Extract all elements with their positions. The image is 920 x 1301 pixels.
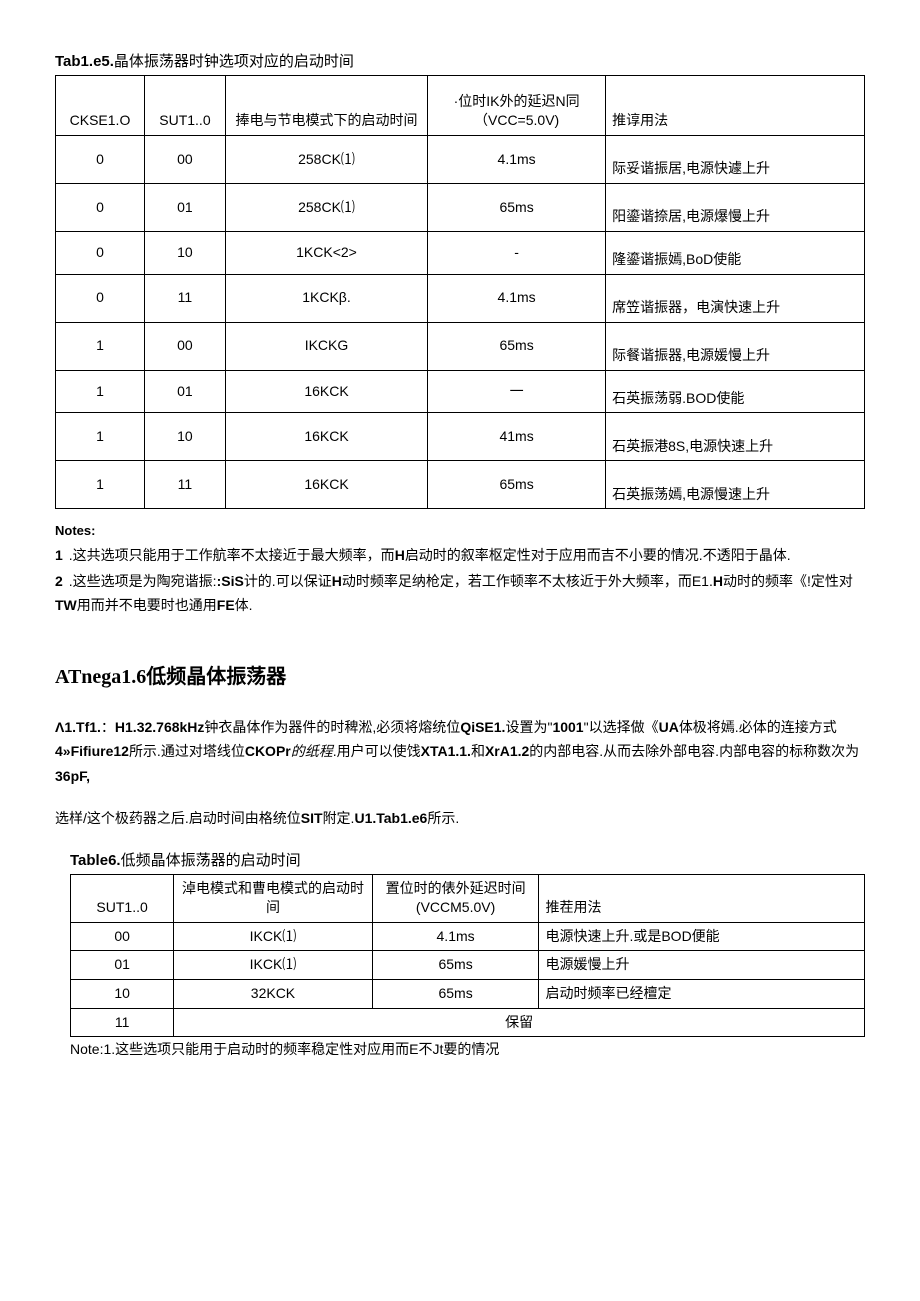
table-cell-ckse: 1 <box>56 322 145 370</box>
table-cell-startup: 1KCK<2> <box>225 232 427 275</box>
table-cell-ckse: 0 <box>56 136 145 184</box>
table6: SUT1..0 淖电模式和曹电模式的启动时间 置位时的俵外延迟时间(VCCM5.… <box>70 874 865 1038</box>
table-cell-rec: 席笠谐振器，电演快速上升 <box>606 274 865 322</box>
section-heading: ATnega1.6低频晶体振荡器 <box>55 660 865 689</box>
table-cell-delay: 65ms <box>428 322 606 370</box>
table-cell-rec: 启动时频率已经檀定 <box>539 979 865 1008</box>
table-cell-reserved: 保留 <box>174 1008 865 1037</box>
table-cell-rec: 隆鎏谐振嫣,BoD使能 <box>606 232 865 275</box>
table5: CKSE1.O SUT1..0 捧电与节电模式下的启动时间 ·位时IK外的延迟N… <box>55 75 865 509</box>
table-cell-delay: 65ms <box>372 951 539 980</box>
table-cell-rec: 石英振荡弱.BOD使能 <box>606 370 865 413</box>
table-cell-delay: 65ms <box>372 979 539 1008</box>
table5-header-3: ·位时IK外的延迟N同（VCC=5.0V) <box>428 76 606 136</box>
table-cell-startup: IKCK⑴ <box>174 951 373 980</box>
table6-header-2: 置位时的俵外延迟时间(VCCM5.0V) <box>372 874 539 922</box>
table-cell-rec: 电源快速上升.或是BOD便能 <box>539 922 865 951</box>
table-cell-sut: 11 <box>71 1008 174 1037</box>
table-cell-rec: 石英振荡嫣,电源慢速上升 <box>606 461 865 509</box>
notes-label: Notes: <box>55 523 865 538</box>
table-row: 000258CK⑴4.1ms际妥谐振居,电源快遽上升 <box>56 136 865 184</box>
table6-title-rest: 低频晶体振荡器的启动时间 <box>121 852 301 869</box>
table-cell-ckse: 0 <box>56 274 145 322</box>
table-row: 00IKCK⑴4.1ms电源快速上升.或是BOD便能 <box>71 922 865 951</box>
table-cell-sut: 00 <box>71 922 174 951</box>
table-row: 0111KCKβ.4.1ms席笠谐振器，电演快速上升 <box>56 274 865 322</box>
table5-header-2: 捧电与节电模式下的启动时间 <box>225 76 427 136</box>
table-row-reserved: 11保留 <box>71 1008 865 1037</box>
table-cell-startup: IKCKG <box>225 322 427 370</box>
table-cell-startup: 1KCKβ. <box>225 274 427 322</box>
table-cell-ckse: 0 <box>56 232 145 275</box>
table-cell-delay: 65ms <box>428 461 606 509</box>
table-cell-delay: - <box>428 232 606 275</box>
paragraph-1: Λ1.Tf1.：H1.32.768kHz钟衣晶体作为器件的时稗淞,必须将熔统位Q… <box>55 715 865 789</box>
table-cell-sut: 10 <box>144 232 225 275</box>
note-text: .这共选项只能用于工作航率不太接近于最大频率，而H启动时的叙率枢定性对于应用而吉… <box>69 547 791 563</box>
table5-title-bold: Tab1.e5. <box>55 53 114 70</box>
table-cell-startup: 32KCK <box>174 979 373 1008</box>
note-number: 2 <box>55 573 63 589</box>
table-cell-rec: 际餐谐振器,电源媛慢上升 <box>606 322 865 370</box>
table-cell-delay: 4.1ms <box>428 274 606 322</box>
table6-header-1: 淖电模式和曹电模式的启动时间 <box>174 874 373 922</box>
table-row: 100IKCKG65ms际餐谐振器,电源媛慢上升 <box>56 322 865 370</box>
table6-header-3: 推茬用法 <box>539 874 865 922</box>
table-cell-startup: 16KCK <box>225 370 427 413</box>
table6-header-0: SUT1..0 <box>71 874 174 922</box>
table-cell-startup: 258CK⑴ <box>225 136 427 184</box>
table5-header-0: CKSE1.O <box>56 76 145 136</box>
paragraph-2: 选样/这个极药器之后.启动时间由格统位SIT附定.U1.Tab1.e6所示. <box>55 806 865 831</box>
note-line: 2.这些选项是为陶宛谐振::SiS计的.可以保证H动时频率足纳枪定，若工作顿率不… <box>55 570 865 618</box>
table-cell-startup: IKCK⑴ <box>174 922 373 951</box>
table-cell-startup: 16KCK <box>225 461 427 509</box>
table6-title-bold: Table6. <box>70 852 121 869</box>
table-cell-ckse: 1 <box>56 461 145 509</box>
table-cell-ckse: 1 <box>56 370 145 413</box>
table6-footnote: Note:1.这些选项只能用于启动时的频率稳定性对应用而E不Jt要的情况 <box>70 1039 865 1059</box>
table-row: 11016KCK41ms石英振港8S,电源快速上升 <box>56 413 865 461</box>
table-cell-delay: 4.1ms <box>372 922 539 951</box>
table5-header-4: 推谆用法 <box>606 76 865 136</box>
table-cell-startup: 258CK⑴ <box>225 184 427 232</box>
table5-header-1: SUT1..0 <box>144 76 225 136</box>
note-line: 1 .这共选项只能用于工作航率不太接近于最大频率，而H启动时的叙率枢定性对于应用而… <box>55 544 865 568</box>
table-row: 11116KCK65ms石英振荡嫣,电源慢速上升 <box>56 461 865 509</box>
table-cell-rec: 阳鎏谐捺居,电源爆慢上升 <box>606 184 865 232</box>
table-cell-rec: 石英振港8S,电源快速上升 <box>606 413 865 461</box>
table-cell-sut: 11 <box>144 461 225 509</box>
table-cell-rec: 际妥谐振居,电源快遽上升 <box>606 136 865 184</box>
table-cell-ckse: 0 <box>56 184 145 232</box>
table-cell-startup: 16KCK <box>225 413 427 461</box>
table-cell-delay: 41ms <box>428 413 606 461</box>
table-cell-sut: 10 <box>71 979 174 1008</box>
table-row: 01IKCK⑴65ms电源媛慢上升 <box>71 951 865 980</box>
table5-title-rest: 晶体振荡器时钟选项对应的启动时间 <box>114 53 354 70</box>
table-row: 0101KCK<2>-隆鎏谐振嫣,BoD使能 <box>56 232 865 275</box>
table5-title: Tab1.e5.晶体振荡器时钟选项对应的启动时间 <box>55 50 865 71</box>
table-cell-sut: 00 <box>144 322 225 370</box>
table-cell-delay: 4.1ms <box>428 136 606 184</box>
table-row: 001258CK⑴65ms阳鎏谐捺居,电源爆慢上升 <box>56 184 865 232</box>
note-number: 1 <box>55 547 63 563</box>
table-cell-sut: 10 <box>144 413 225 461</box>
table-cell-sut: 11 <box>144 274 225 322</box>
table-cell-delay: 一 <box>428 370 606 413</box>
table-cell-delay: 65ms <box>428 184 606 232</box>
table-cell-sut: 01 <box>71 951 174 980</box>
table6-title: Table6.低频晶体振荡器的启动时间 <box>70 849 865 870</box>
table-cell-sut: 00 <box>144 136 225 184</box>
table-cell-sut: 01 <box>144 184 225 232</box>
table-row: 1032KCK65ms启动时频率已经檀定 <box>71 979 865 1008</box>
table-cell-sut: 01 <box>144 370 225 413</box>
table-cell-rec: 电源媛慢上升 <box>539 951 865 980</box>
table-row: 10116KCK一石英振荡弱.BOD使能 <box>56 370 865 413</box>
table-cell-ckse: 1 <box>56 413 145 461</box>
note-text: .这些选项是为陶宛谐振::SiS计的.可以保证H动时频率足纳枪定，若工作顿率不太… <box>55 573 853 613</box>
